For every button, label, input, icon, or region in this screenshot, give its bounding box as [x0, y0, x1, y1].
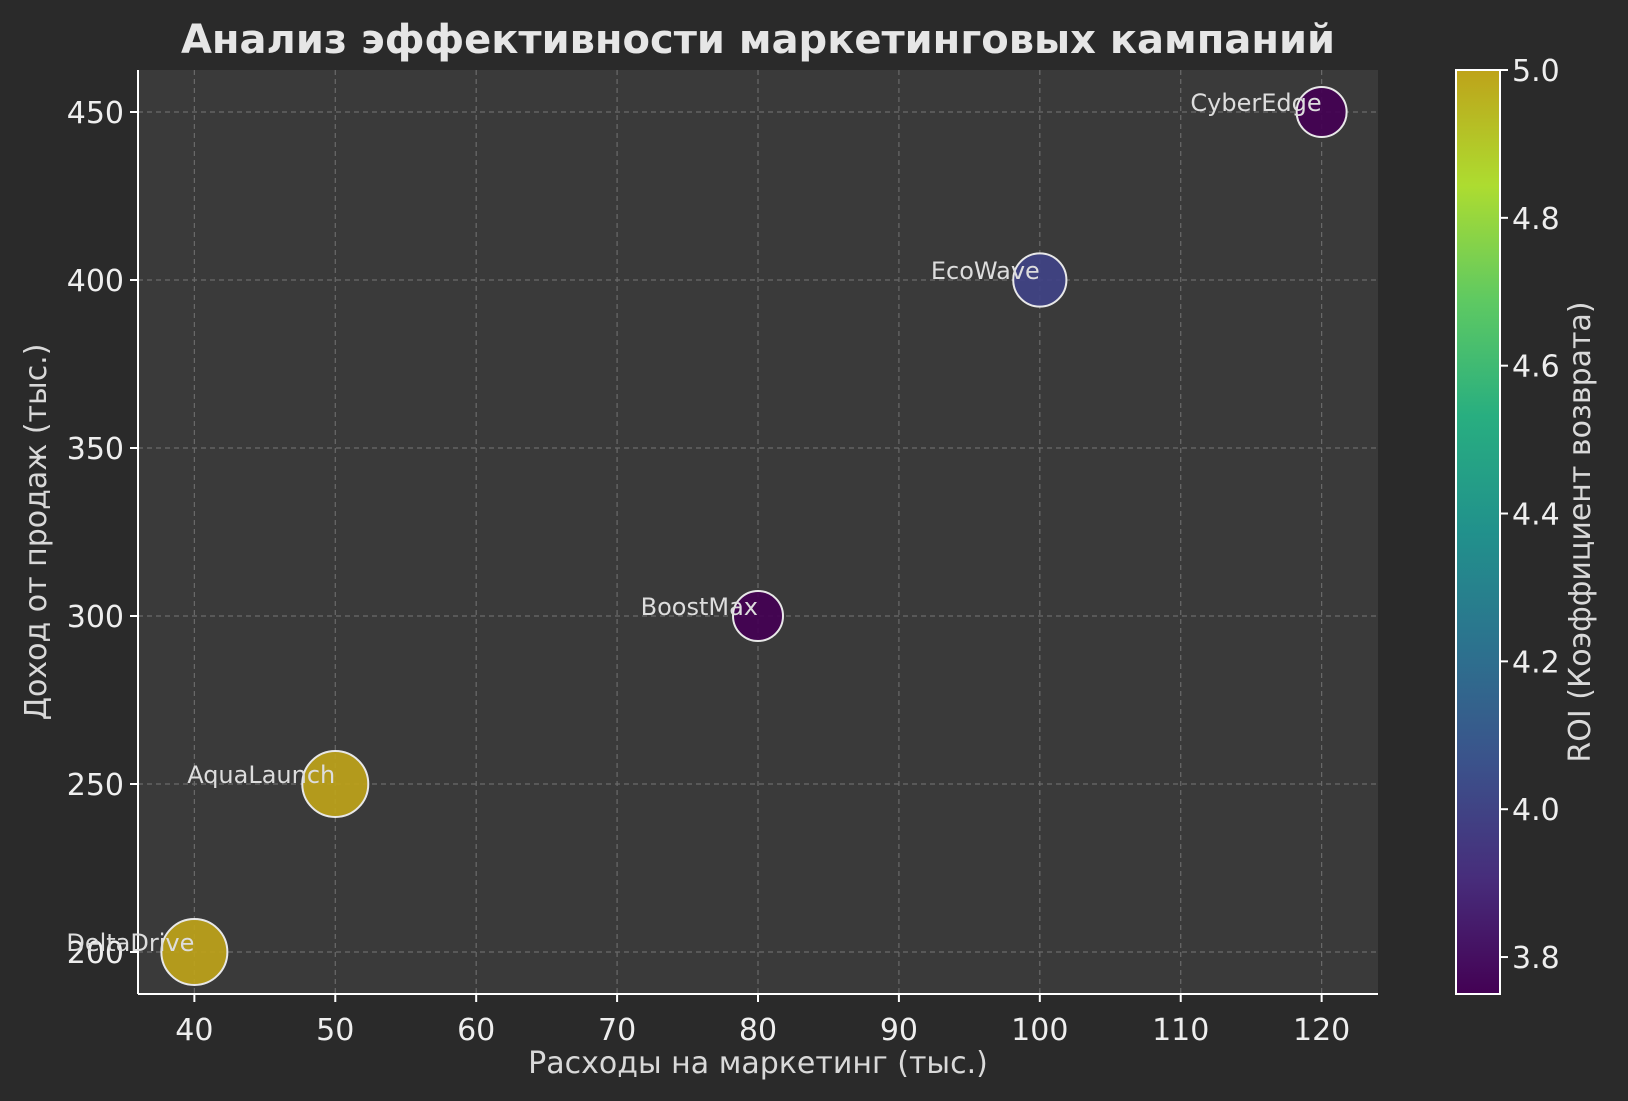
- data-points: [160, 86, 1348, 986]
- y-tick-label: 200: [67, 936, 124, 971]
- x-tick-label: 110: [1152, 1013, 1209, 1048]
- y-tick-label: 250: [67, 768, 124, 803]
- x-tick-label: 50: [316, 1013, 354, 1048]
- data-point: [160, 918, 229, 986]
- point-label: BoostMax: [641, 593, 758, 621]
- x-ticks: 40 50 60 70 80 90 100 110 120: [175, 994, 1350, 1048]
- colorbar-tick-label: 5.0: [1512, 54, 1560, 89]
- colorbar-tick-label: 3.8: [1512, 941, 1560, 976]
- colorbar-ticks: 3.8 4.0 4.2 4.4 4.6 4.8 5.0: [1500, 54, 1560, 976]
- grid-lines: [138, 70, 1378, 994]
- colorbar-tick-label: 4.0: [1512, 793, 1560, 828]
- point-label: AquaLaunch: [187, 761, 335, 789]
- point-label: CyberEdge: [1190, 89, 1321, 117]
- x-tick-label: 40: [175, 1013, 213, 1048]
- colorbar-tick-label: 4.2: [1512, 645, 1560, 680]
- colorbar-tick-label: 4.4: [1512, 498, 1560, 533]
- data-point: [1012, 252, 1068, 308]
- point-labels: DeltaDrive AquaLaunch BoostMax EcoWave Cyber…: [66, 89, 1321, 957]
- data-point: [1295, 86, 1348, 138]
- chart-title: Анализ эффективности маркетинговых кампа…: [181, 17, 1335, 63]
- data-point: [301, 750, 370, 818]
- x-tick-label: 120: [1293, 1013, 1350, 1048]
- x-tick-label: 80: [739, 1013, 777, 1048]
- colorbar-label: ROI (Коэффициент возврата): [1563, 301, 1598, 762]
- x-tick-label: 60: [457, 1013, 495, 1048]
- colorbar-tick-label: 4.6: [1512, 350, 1560, 385]
- y-ticks: 200 250 300 350 400 450: [67, 96, 138, 971]
- colorbar: [1455, 69, 1501, 995]
- y-tick-label: 350: [67, 432, 124, 467]
- x-axis-label: Расходы на маркетинг (тыс.): [528, 1046, 988, 1081]
- x-tick-label: 90: [880, 1013, 918, 1048]
- point-label: DeltaDrive: [66, 929, 194, 957]
- colorbar-tick-label: 4.8: [1512, 202, 1560, 237]
- point-label: EcoWave: [931, 257, 1040, 285]
- data-point: [732, 590, 784, 642]
- y-tick-label: 400: [67, 264, 124, 299]
- y-tick-label: 300: [67, 600, 124, 635]
- x-tick-label: 70: [598, 1013, 636, 1048]
- y-tick-label: 450: [67, 96, 124, 131]
- y-axis-label: Доход от продаж (тыс.): [19, 344, 54, 721]
- x-tick-label: 100: [1011, 1013, 1068, 1048]
